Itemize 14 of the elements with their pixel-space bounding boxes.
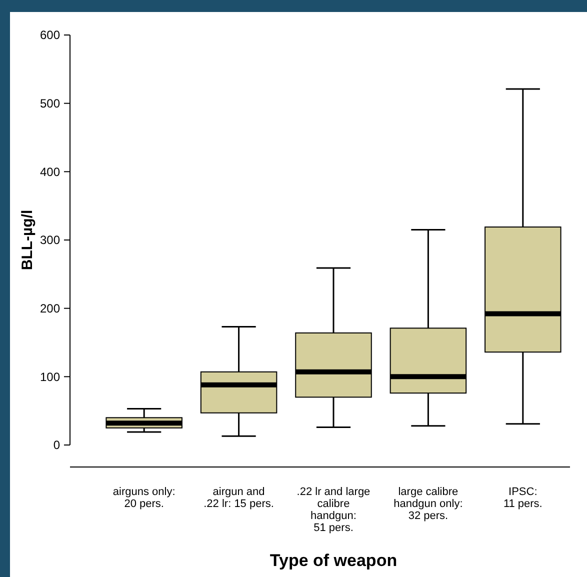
x-tick-label: large calibre handgun only: 32 pers.: [394, 486, 463, 522]
y-tick-label: 400: [40, 164, 60, 179]
x-tick-label: .22 lr and large calibre handgun: 51 pers.: [296, 486, 370, 534]
x-tick-label: airguns only: 20 pers.: [112, 486, 176, 510]
x-tick-label: airgun and .22 lr: 15 pers.: [204, 486, 274, 510]
y-tick-label: 500: [40, 96, 60, 111]
y-tick-label: 200: [40, 302, 60, 316]
y-tick-label: 0: [53, 438, 60, 452]
y-tick-label: 100: [40, 370, 60, 384]
x-tick-label: IPSC: 11 pers.: [503, 486, 542, 510]
y-tick-label: 300: [40, 233, 60, 248]
y-axis-title: BLL-µg/l: [19, 210, 36, 270]
x-axis-title: Type of weapon: [270, 551, 398, 570]
y-tick-label: 600: [40, 28, 60, 42]
